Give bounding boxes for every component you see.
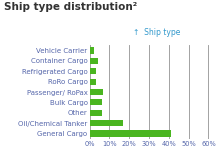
Text: Ship type distribution²: Ship type distribution² <box>4 2 138 12</box>
Bar <box>90 89 103 95</box>
Bar <box>90 130 171 137</box>
Bar <box>90 68 96 74</box>
Text: ↑  Ship type: ↑ Ship type <box>133 28 180 37</box>
Bar <box>90 120 123 126</box>
Bar <box>90 58 97 64</box>
Bar <box>90 110 103 116</box>
Bar <box>90 79 96 85</box>
Bar <box>90 99 103 105</box>
Bar <box>90 47 94 54</box>
